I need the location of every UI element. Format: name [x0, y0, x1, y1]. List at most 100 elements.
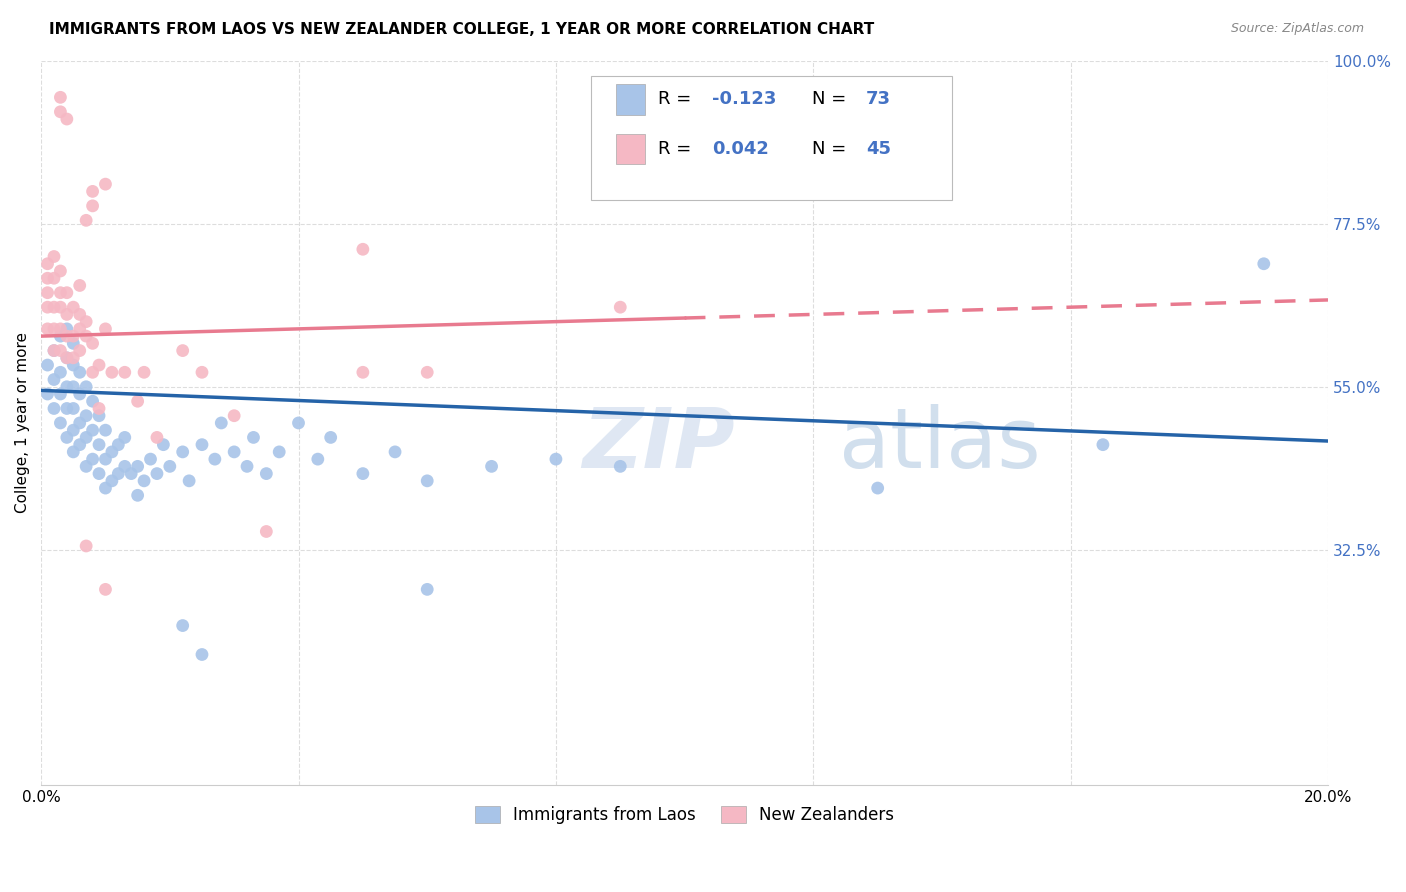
Point: [287, 416, 309, 430]
Point: [107, 467, 129, 481]
Point: [114, 365, 136, 379]
FancyBboxPatch shape: [616, 134, 645, 164]
Point: [75, 459, 97, 474]
Point: [69, 416, 91, 430]
Point: [62, 300, 84, 314]
Point: [75, 539, 97, 553]
Point: [49, 387, 72, 401]
Text: -0.123: -0.123: [711, 90, 776, 109]
Point: [114, 459, 136, 474]
Point: [107, 437, 129, 451]
Text: N =: N =: [813, 140, 852, 158]
Point: [42, 300, 65, 314]
Text: 73: 73: [866, 90, 891, 109]
Point: [42, 343, 65, 358]
Point: [49, 90, 72, 104]
Point: [82, 199, 104, 213]
Point: [209, 416, 232, 430]
Text: Source: ZipAtlas.com: Source: ZipAtlas.com: [1230, 22, 1364, 36]
Point: [82, 365, 104, 379]
Point: [1253, 257, 1275, 271]
Point: [75, 213, 97, 227]
Point: [69, 365, 91, 379]
Point: [172, 343, 194, 358]
Point: [56, 329, 79, 343]
Point: [82, 452, 104, 467]
Point: [101, 365, 124, 379]
Text: R =: R =: [658, 140, 696, 158]
Point: [82, 394, 104, 409]
Point: [114, 430, 136, 444]
Point: [56, 307, 79, 321]
Point: [191, 365, 214, 379]
Text: IMMIGRANTS FROM LAOS VS NEW ZEALANDER COLLEGE, 1 YEAR OR MORE CORRELATION CHART: IMMIGRANTS FROM LAOS VS NEW ZEALANDER CO…: [49, 22, 875, 37]
Point: [49, 264, 72, 278]
Point: [269, 445, 291, 459]
Point: [42, 343, 65, 358]
Text: atlas: atlas: [839, 404, 1040, 485]
Legend: Immigrants from Laos, New Zealanders: Immigrants from Laos, New Zealanders: [468, 799, 901, 830]
Point: [242, 430, 264, 444]
Point: [352, 467, 374, 481]
Point: [866, 481, 889, 495]
Point: [62, 423, 84, 437]
Point: [69, 307, 91, 321]
Point: [609, 459, 631, 474]
Point: [56, 380, 79, 394]
Point: [127, 394, 149, 409]
Point: [42, 401, 65, 416]
Point: [37, 322, 59, 336]
Point: [384, 445, 406, 459]
Point: [69, 278, 91, 293]
Point: [56, 285, 79, 300]
Point: [42, 250, 65, 264]
Point: [127, 459, 149, 474]
Point: [191, 437, 214, 451]
Point: [62, 351, 84, 365]
Point: [224, 445, 246, 459]
Point: [62, 336, 84, 351]
Text: R =: R =: [658, 90, 696, 109]
Point: [94, 423, 117, 437]
Point: [352, 242, 374, 256]
Point: [146, 467, 169, 481]
Point: [179, 474, 201, 488]
Point: [204, 452, 226, 467]
Point: [62, 380, 84, 394]
Point: [94, 452, 117, 467]
Point: [49, 322, 72, 336]
Point: [56, 401, 79, 416]
Point: [49, 104, 72, 119]
Point: [87, 401, 110, 416]
Point: [224, 409, 246, 423]
Point: [94, 582, 117, 597]
Point: [1091, 437, 1114, 451]
Point: [191, 648, 214, 662]
Point: [56, 112, 79, 126]
Point: [62, 329, 84, 343]
Point: [159, 459, 181, 474]
Point: [609, 300, 631, 314]
Point: [37, 257, 59, 271]
Point: [319, 430, 342, 444]
Point: [62, 445, 84, 459]
Point: [101, 445, 124, 459]
Point: [94, 481, 117, 495]
Point: [49, 329, 72, 343]
Point: [49, 285, 72, 300]
Text: 45: 45: [866, 140, 891, 158]
Point: [101, 474, 124, 488]
Point: [75, 315, 97, 329]
Point: [87, 437, 110, 451]
Point: [172, 618, 194, 632]
Point: [49, 343, 72, 358]
Point: [352, 365, 374, 379]
Point: [254, 524, 277, 539]
Point: [75, 329, 97, 343]
Point: [69, 387, 91, 401]
Text: N =: N =: [813, 90, 852, 109]
FancyBboxPatch shape: [591, 76, 952, 200]
Point: [172, 445, 194, 459]
Point: [75, 380, 97, 394]
Point: [236, 459, 259, 474]
